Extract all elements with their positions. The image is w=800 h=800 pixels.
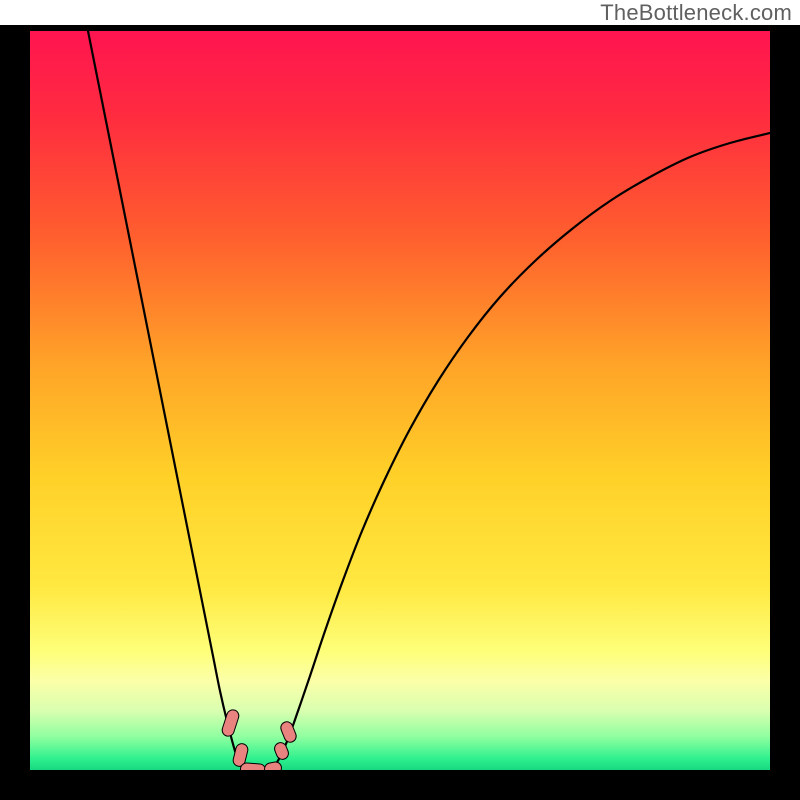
frame-left [0,25,30,800]
curve-left [88,31,244,770]
frame-bottom [0,770,800,800]
chart-frame: TheBottleneck.com [0,0,800,800]
frame-right [770,25,800,800]
watermark-text: TheBottleneck.com [600,0,792,26]
bottleneck-curve [30,31,770,770]
plot-area [30,31,770,770]
curve-right [274,133,770,767]
